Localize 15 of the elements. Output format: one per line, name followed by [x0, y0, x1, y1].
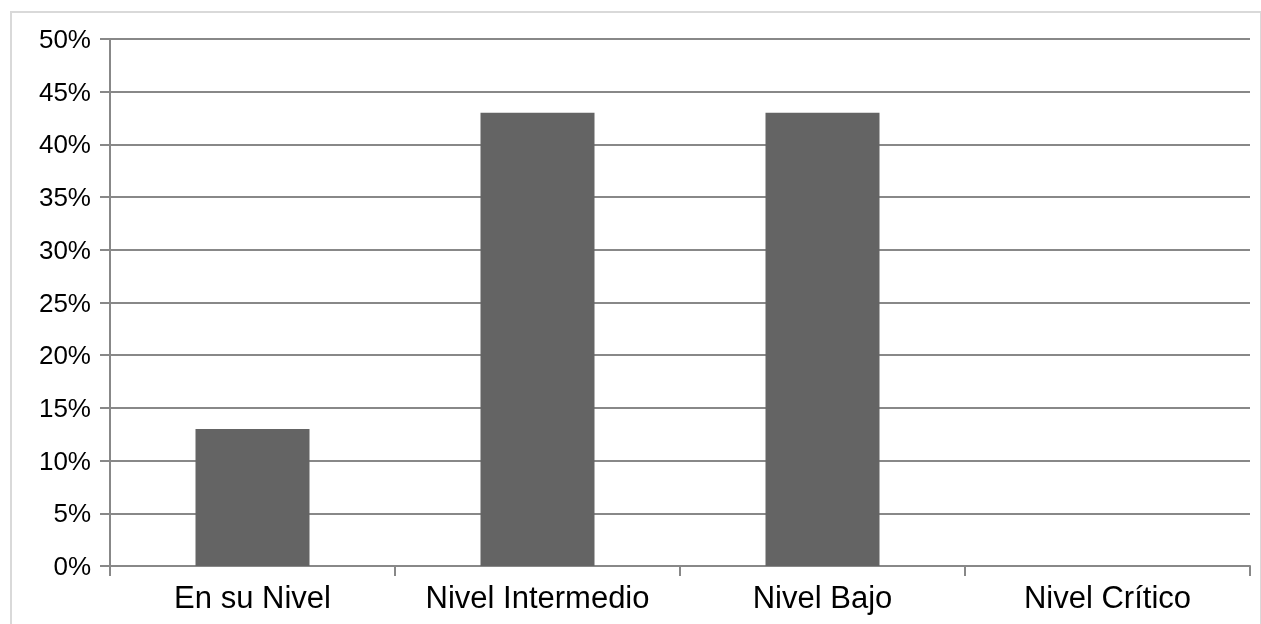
- y-tick-label: 20%: [38, 340, 91, 371]
- y-tick-label: 15%: [38, 392, 91, 423]
- y-tick-label: 40%: [38, 129, 91, 160]
- x-tick-label: Nivel Bajo: [752, 580, 893, 615]
- y-tick-label: 35%: [38, 182, 91, 213]
- y-tick-label: 50%: [38, 24, 91, 54]
- y-tick-label: 0%: [53, 551, 91, 581]
- y-tick-label: 25%: [38, 287, 91, 318]
- y-tick-label: 30%: [38, 234, 91, 265]
- x-tick-label: Nivel Intermedio: [425, 580, 650, 615]
- y-tick-label: 45%: [38, 76, 91, 107]
- x-tick-label: En su Nivel: [174, 580, 331, 615]
- y-tick-label: 5%: [53, 498, 91, 529]
- y-tick-label: 10%: [38, 445, 91, 476]
- x-tick-label: Nivel Crítico: [1023, 580, 1192, 615]
